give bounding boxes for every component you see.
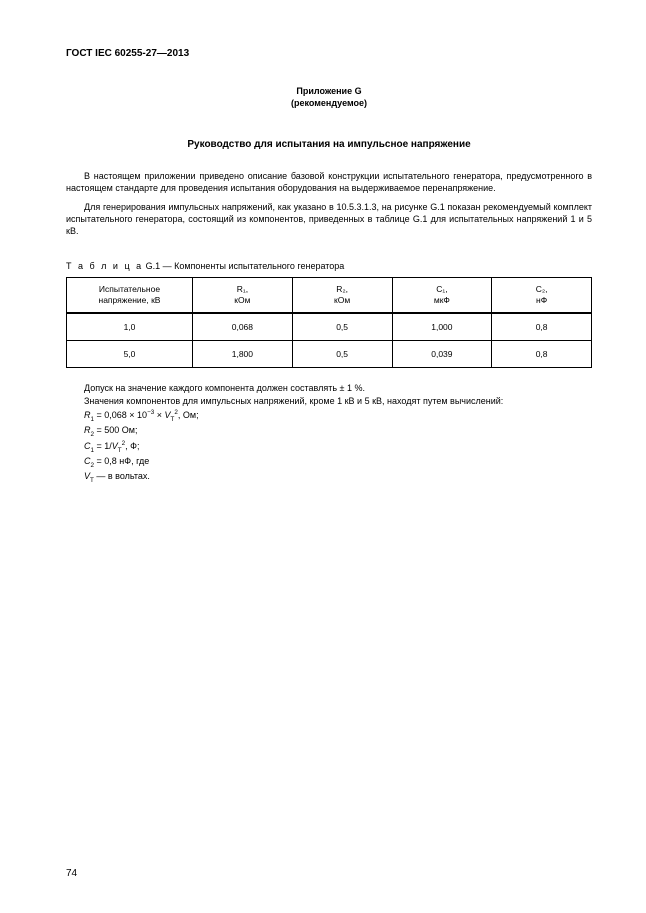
note-calc: Значения компонентов для импульсных напр… <box>66 395 592 408</box>
notes-block: Допуск на значение каждого компонента до… <box>66 382 592 485</box>
cell-c1: 1,000 <box>392 313 492 341</box>
sym-t: T <box>171 416 175 423</box>
col-voltage-l1: Испытательное <box>71 284 188 295</box>
formula-c1: C1 = 1/VT2, Ф; <box>66 439 592 455</box>
formula-r1: R1 = 0,068 × 10−3 × VT2, Ом; <box>66 408 592 424</box>
sym-end: — в вольтах. <box>94 471 150 481</box>
document-id: ГОСТ IEC 60255-27—2013 <box>66 48 592 59</box>
sym-end: = 0,8 нФ, где <box>94 456 149 466</box>
cell-r1: 0,068 <box>193 313 293 341</box>
col-c2-l2: нФ <box>496 295 587 306</box>
col-r2: R₂, кОм <box>292 277 392 313</box>
sym-end: , Ом; <box>178 410 199 420</box>
table-row: 1,0 0,068 0,5 1,000 0,8 <box>67 313 592 341</box>
col-voltage: Испытательное напряжение, кВ <box>67 277 193 313</box>
col-c1-l1: C₁, <box>397 284 488 295</box>
cell-c1: 0,039 <box>392 341 492 368</box>
sym-end: , Ф; <box>125 441 139 451</box>
cell-voltage: 1,0 <box>67 313 193 341</box>
col-c2: C₂, нФ <box>492 277 592 313</box>
formula-r2: R2 = 500 Ом; <box>66 424 592 439</box>
cell-voltage: 5,0 <box>67 341 193 368</box>
table-caption-rest: G.1 — Компоненты испытательного генерато… <box>143 261 344 271</box>
cell-c2: 0,8 <box>492 313 592 341</box>
table-header-row: Испытательное напряжение, кВ R₁, кОм R₂,… <box>67 277 592 313</box>
appendix-name: Приложение G <box>66 85 592 97</box>
formula-vt: VT — в вольтах. <box>66 470 592 485</box>
appendix-heading: Приложение G (рекомендуемое) <box>66 85 592 109</box>
paragraph-1: В настоящем приложении приведено описани… <box>66 170 592 194</box>
sym-t: T <box>118 447 122 454</box>
formula-c2: C2 = 0,8 нФ, где <box>66 455 592 470</box>
sym-times: × <box>154 410 164 420</box>
cell-c2: 0,8 <box>492 341 592 368</box>
sym-end: = 500 Ом; <box>94 425 137 435</box>
section-title: Руководство для испытания на импульсное … <box>66 139 592 150</box>
page: ГОСТ IEC 60255-27—2013 Приложение G (рек… <box>0 0 646 913</box>
table-row: 5,0 1,800 0,5 0,039 0,8 <box>67 341 592 368</box>
cell-r2: 0,5 <box>292 341 392 368</box>
col-r2-l2: кОм <box>297 295 388 306</box>
cell-r1: 1,800 <box>193 341 293 368</box>
col-r2-l1: R₂, <box>297 284 388 295</box>
col-r1-l1: R₁, <box>197 284 288 295</box>
sym-mid: = 1/ <box>94 441 112 451</box>
page-number: 74 <box>66 868 77 879</box>
note-tolerance: Допуск на значение каждого компонента до… <box>66 382 592 395</box>
components-table: Испытательное напряжение, кВ R₁, кОм R₂,… <box>66 277 592 368</box>
col-c1: C₁, мкФ <box>392 277 492 313</box>
col-voltage-l2: напряжение, кВ <box>71 295 188 306</box>
col-r1-l2: кОм <box>197 295 288 306</box>
sym-mid: = 0,068 × 10 <box>94 410 147 420</box>
paragraph-2: Для генерирования импульсных напряжений,… <box>66 201 592 237</box>
col-r1: R₁, кОм <box>193 277 293 313</box>
col-c2-l1: C₂, <box>496 284 587 295</box>
appendix-note: (рекомендуемое) <box>66 97 592 109</box>
table-caption: Т а б л и ц а G.1 — Компоненты испытател… <box>66 261 592 271</box>
cell-r2: 0,5 <box>292 313 392 341</box>
table-caption-prefix: Т а б л и ц а <box>66 261 143 271</box>
col-c1-l2: мкФ <box>397 295 488 306</box>
